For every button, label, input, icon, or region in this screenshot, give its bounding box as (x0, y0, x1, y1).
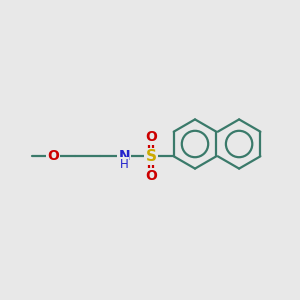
Text: O: O (145, 130, 157, 144)
Text: S: S (146, 149, 157, 164)
Text: H: H (120, 158, 129, 171)
Text: O: O (145, 169, 157, 183)
Text: N: N (118, 149, 130, 163)
Text: O: O (47, 149, 59, 163)
